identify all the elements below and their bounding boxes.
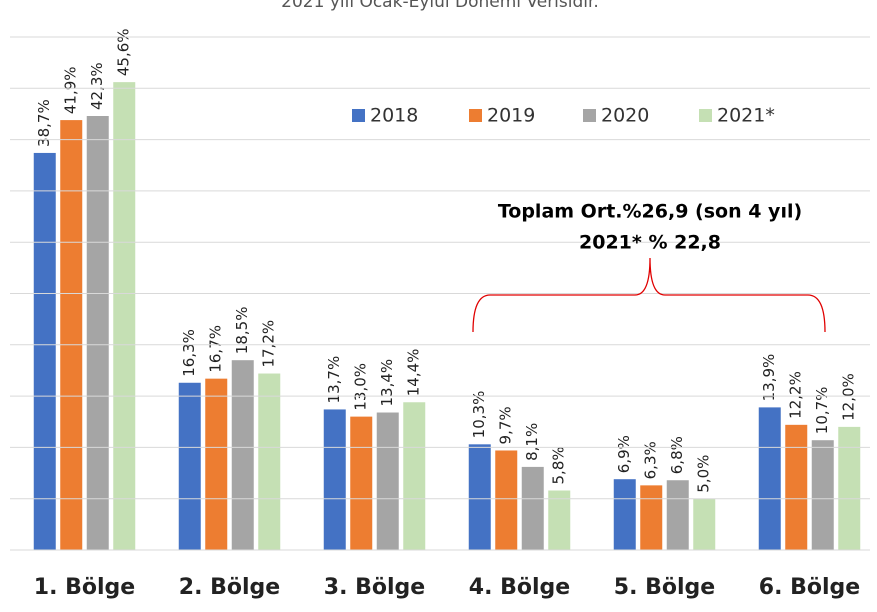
- data-label: 38,7%: [35, 99, 53, 147]
- legend-swatch: [352, 109, 365, 122]
- legend-label: 2019: [487, 105, 535, 127]
- bar: [323, 409, 346, 550]
- data-label: 13,9%: [760, 354, 778, 402]
- bracket: [472, 257, 826, 333]
- data-label: 8,1%: [523, 423, 541, 461]
- x-tick-label: 5. Bölge: [614, 575, 715, 600]
- bar: [258, 373, 281, 550]
- legend-label: 2018: [370, 105, 418, 127]
- bar: [495, 450, 518, 550]
- bar: [785, 424, 808, 550]
- x-tick-label: 4. Bölge: [469, 575, 570, 600]
- data-label: 5,0%: [695, 455, 713, 493]
- legend-label: 2020: [601, 105, 649, 127]
- x-tick-label: 3. Bölge: [324, 575, 425, 600]
- bar: [613, 479, 636, 550]
- bar: [468, 444, 491, 550]
- x-tick-label: 1. Bölge: [34, 575, 135, 600]
- data-label: 10,7%: [813, 387, 831, 435]
- bar: [60, 120, 83, 550]
- data-label: 10,3%: [470, 391, 488, 439]
- data-label: 12,2%: [787, 371, 805, 419]
- bar: [33, 152, 56, 551]
- data-label: 18,5%: [233, 307, 251, 355]
- data-label: 13,7%: [325, 356, 343, 404]
- bar: [758, 407, 781, 550]
- data-label: 6,9%: [615, 435, 633, 473]
- data-label: 13,4%: [378, 359, 396, 407]
- bar: [666, 480, 689, 550]
- legend-label: 2021*: [717, 105, 775, 127]
- data-label: 13,0%: [352, 363, 370, 411]
- data-label: 42,3%: [88, 62, 106, 110]
- data-label: 6,8%: [668, 436, 686, 474]
- bar: [178, 382, 201, 550]
- x-tick-label: 2. Bölge: [179, 575, 280, 600]
- x-tick-label: 6. Bölge: [759, 575, 860, 600]
- bar: [811, 440, 834, 550]
- bar: [113, 82, 136, 551]
- data-label: 16,3%: [180, 329, 198, 377]
- bar: [350, 416, 373, 550]
- data-label: 12,0%: [840, 373, 858, 421]
- legend-swatch: [469, 109, 482, 122]
- bar: [205, 378, 228, 550]
- bar: [376, 412, 399, 550]
- data-label: 16,7%: [207, 325, 225, 373]
- data-label: 5,8%: [550, 446, 568, 484]
- bar: [521, 466, 544, 550]
- chart-subtitle: 2021 yılı Ocak-Eylül Dönemi Verisidir.: [281, 0, 599, 12]
- bar: [231, 360, 254, 550]
- bar: [838, 426, 861, 550]
- bar: [548, 490, 571, 550]
- bar: [640, 485, 663, 550]
- data-label: 45,6%: [115, 28, 133, 76]
- legend-swatch: [699, 109, 712, 122]
- data-label: 9,7%: [497, 406, 515, 444]
- bar: [403, 402, 426, 550]
- data-label: 17,2%: [260, 320, 278, 368]
- legend-swatch: [583, 109, 596, 122]
- annotation: 2021* % 22,8: [579, 232, 721, 254]
- annotation: Toplam Ort.%26,9 (son 4 yıl): [498, 201, 802, 223]
- data-label: 6,3%: [642, 441, 660, 479]
- data-label: 41,9%: [62, 66, 80, 114]
- bar: [693, 498, 716, 550]
- bar: [86, 116, 109, 550]
- data-label: 14,4%: [405, 349, 423, 397]
